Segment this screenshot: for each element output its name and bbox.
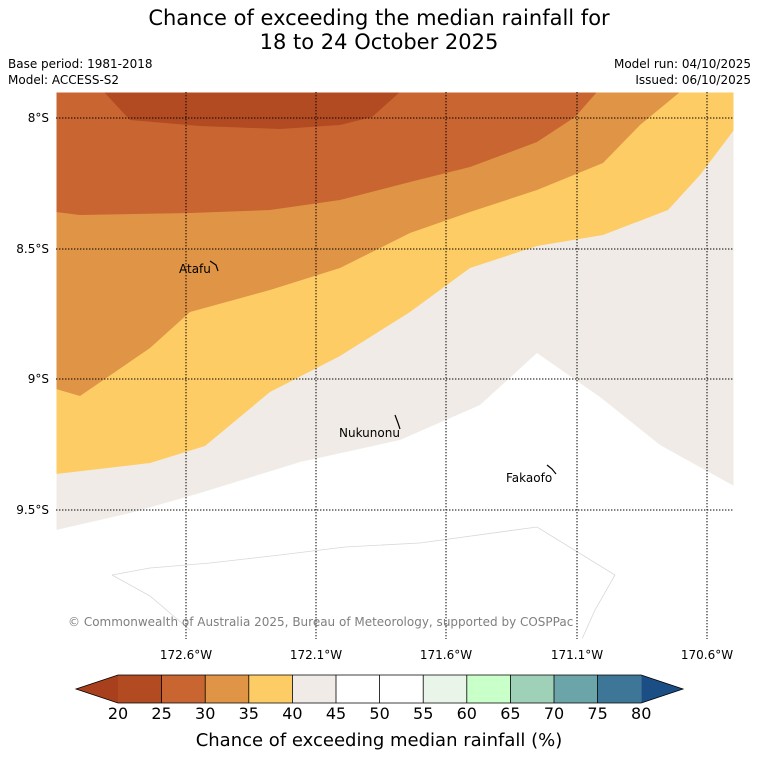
chart-title-line2: 18 to 24 October 2025 xyxy=(259,30,499,54)
issued-date: Issued: 06/10/2025 xyxy=(635,73,751,87)
colorbar-cell-20-25 xyxy=(118,675,162,703)
colorbar-cell-70-75 xyxy=(554,675,598,703)
colorbar-tick-75: 75 xyxy=(587,704,608,723)
base-period: Base period: 1981-2018 xyxy=(8,57,153,71)
place-label-fakaofo: Fakaofo xyxy=(506,471,553,485)
colorbar-cell-75-80 xyxy=(597,675,642,703)
lon-label-172-6: 172.6°W xyxy=(159,648,213,662)
atafu-atoll-outline xyxy=(209,260,219,272)
map-plot-area xyxy=(56,92,734,639)
reef-outline xyxy=(111,526,616,639)
colorbar-extend-low xyxy=(76,675,118,703)
colorbar-tick-60: 60 xyxy=(456,704,477,723)
colorbar-tick-70: 70 xyxy=(543,704,565,723)
colorbar-label: Chance of exceeding median rainfall (%) xyxy=(195,730,563,751)
colorbar-cell-65-70 xyxy=(510,675,554,703)
colorbar-tick-65: 65 xyxy=(500,704,521,723)
lat-label-8-5: 8.5°S xyxy=(16,242,49,256)
nukunonu-atoll-outline xyxy=(394,414,401,430)
atoll-outlines xyxy=(209,260,557,475)
colorbar xyxy=(74,674,685,704)
colorbar-cell-35-40 xyxy=(248,675,293,703)
model-name: Model: ACCESS-S2 xyxy=(8,73,120,87)
lon-label-170-6: 170.6°W xyxy=(680,648,734,662)
colorbar-cell-30-35 xyxy=(205,675,249,703)
lat-label-9: 9°S xyxy=(27,372,49,386)
colorbar-cell-55-60 xyxy=(423,675,467,703)
colorbar-tick-55: 55 xyxy=(413,704,434,723)
model-run-date: Model run: 04/10/2025 xyxy=(613,57,751,71)
fakaofo-atoll-outline xyxy=(546,464,557,475)
lat-label-8: 8°S xyxy=(27,111,49,125)
colorbar-extend-high xyxy=(641,675,683,703)
colorbar-tick-50: 50 xyxy=(369,704,390,723)
graticule xyxy=(56,92,734,639)
colorbar-cell-45-50 xyxy=(336,675,380,703)
colorbar-tick-80: 80 xyxy=(631,704,652,723)
band-20-25 xyxy=(104,92,400,129)
colorbar-tick-30: 30 xyxy=(195,704,216,723)
colorbar-tick-40: 40 xyxy=(282,704,303,723)
lon-label-172-1: 172.1°W xyxy=(289,648,343,662)
colorbar-tick-35: 35 xyxy=(238,704,259,723)
colorbar-cell-25-30 xyxy=(161,675,206,703)
copyright-notice: © Commonwealth of Australia 2025, Bureau… xyxy=(68,615,574,629)
colorbar-cell-60-65 xyxy=(466,675,511,703)
lon-label-171-6: 171.6°W xyxy=(419,648,473,662)
colorbar-tick-45: 45 xyxy=(325,704,347,723)
place-label-atafu: Atafu xyxy=(179,262,211,276)
colorbar-cell-40-45 xyxy=(292,675,336,703)
place-label-nukunonu: Nukunonu xyxy=(339,426,400,440)
colorbar-tick-25: 25 xyxy=(151,704,172,723)
lon-label-171-1: 171.1°W xyxy=(550,648,604,662)
chart-title-line1: Chance of exceeding the median rainfall … xyxy=(148,6,610,30)
colorbar-tick-20: 20 xyxy=(107,704,129,723)
colorbar-cell-50-55 xyxy=(379,675,424,703)
lat-label-9-5: 9.5°S xyxy=(16,503,49,517)
